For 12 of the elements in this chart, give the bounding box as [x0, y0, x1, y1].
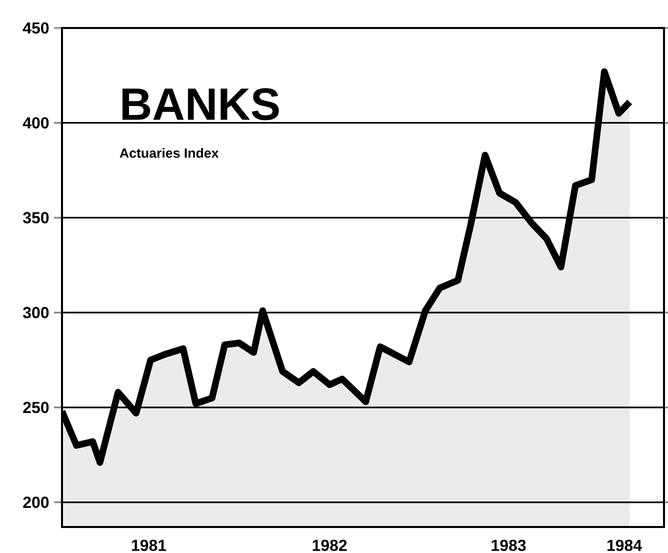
y-tick-label: 300: [22, 306, 49, 318]
x-tick-label: 1982: [312, 540, 347, 552]
y-tick-label: 250: [23, 402, 49, 414]
y-tick-label: 200: [23, 496, 49, 508]
x-tick-label: 1981: [132, 540, 166, 552]
text: Actuaries Index: [120, 148, 219, 158]
y-tick-label: 400: [22, 117, 49, 129]
x-tick-label: 1984: [607, 540, 642, 552]
y-tick-label: 350: [22, 212, 49, 224]
y-tick-label: 450: [22, 22, 49, 34]
x-tick-label: 1983: [492, 540, 526, 552]
text: BANKS: [122, 88, 279, 120]
